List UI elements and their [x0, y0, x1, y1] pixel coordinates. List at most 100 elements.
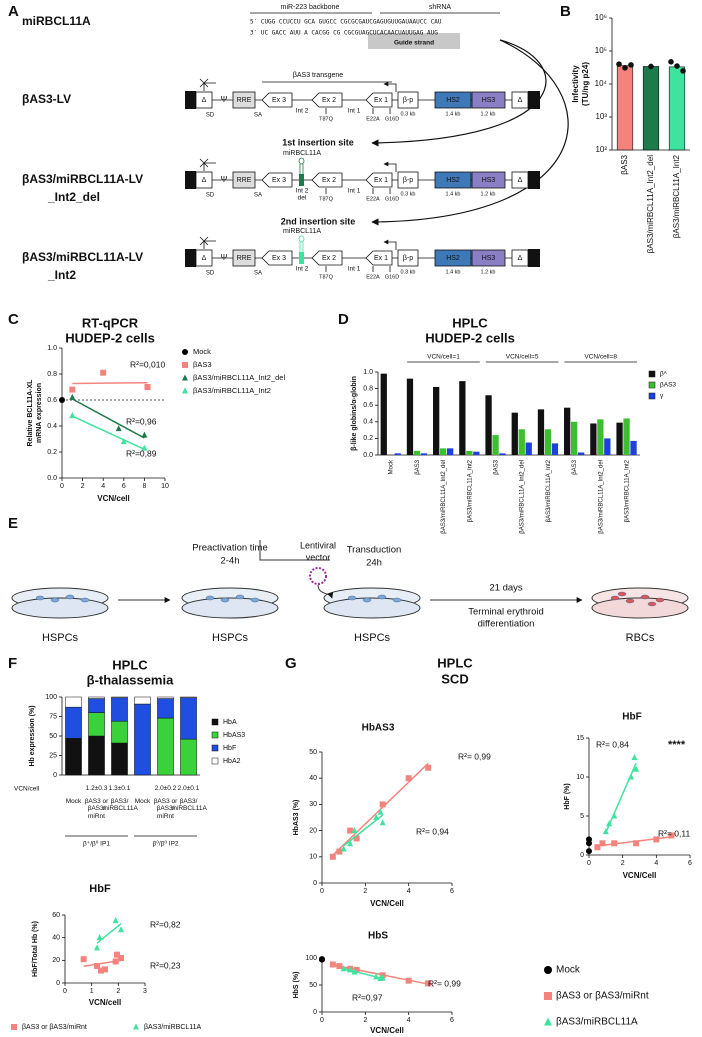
data-point [69, 393, 76, 400]
chart-title: HPLC [452, 315, 488, 330]
promoter [383, 81, 397, 92]
exon-label: Ex 2 [322, 177, 336, 184]
hairpin-loop [298, 157, 305, 165]
x-tick-label: 0 [320, 888, 324, 895]
bar [413, 450, 421, 455]
exon [311, 250, 343, 266]
exon-label: Ex 3 [272, 177, 286, 184]
group-label: β⁺/β⁰ IP1 [83, 840, 110, 848]
mutation: E22A [366, 116, 380, 122]
mutation: E22A [366, 196, 380, 202]
y-tick-label: 0.8 [47, 371, 57, 378]
panel-letter: D [338, 311, 349, 328]
data-point [373, 973, 380, 980]
data-point [668, 59, 674, 65]
legend-label: Mock [556, 965, 581, 976]
chart-subtitle: HUDEP-2 cells [425, 330, 515, 345]
data-point [329, 961, 336, 968]
y-tick-label: 0.6 [363, 402, 373, 409]
element [434, 171, 472, 189]
annotation: miR-223 backbone [281, 4, 340, 11]
site: SA [254, 113, 262, 119]
step-label: Terminal erythroid [468, 607, 544, 618]
bar-segment [88, 696, 105, 699]
data-point [648, 63, 654, 70]
data-point [100, 369, 107, 376]
y-tick-label: 10⁴ [595, 79, 608, 88]
bar [590, 423, 597, 455]
line [199, 236, 209, 246]
y-tick-label: 0 [313, 1009, 317, 1016]
element [232, 249, 256, 267]
legend-marker [182, 349, 188, 355]
mir-insert [299, 174, 304, 186]
bar-segment [88, 698, 105, 713]
x-tick-label: 4 [407, 1017, 411, 1024]
x-tick-label: βAS3 [415, 459, 421, 474]
data-point [112, 917, 119, 924]
x-tick-label: βAS3 [493, 459, 499, 474]
data-point [611, 840, 618, 847]
bar-segment [134, 696, 151, 705]
y-tick-label: 25 [49, 752, 57, 759]
r2-label: R²= 0,94 [416, 826, 449, 836]
vcn-label: VCN/cell [14, 786, 40, 793]
data-point [351, 827, 358, 834]
data-point [319, 956, 325, 963]
data-point [353, 966, 360, 973]
data-point [115, 425, 122, 432]
data-point [405, 977, 412, 984]
exon-label: Ex 3 [272, 97, 286, 104]
legend-swatch [211, 731, 219, 739]
ltr [185, 91, 196, 109]
y-tick-label: 75 [49, 713, 57, 720]
size: 1.2 kb [481, 191, 496, 197]
y-axis-title: Relative BCL11A-XL [27, 379, 34, 447]
bar-segment [180, 738, 197, 776]
exon [261, 250, 293, 266]
data-point [425, 980, 432, 987]
workflow [11, 540, 689, 619]
trendline [72, 381, 148, 385]
data-point [69, 386, 76, 393]
data-point [622, 64, 628, 71]
bar-segment [157, 717, 174, 776]
data-point [118, 926, 124, 933]
promoter [383, 239, 397, 250]
mutation: G16D [385, 196, 399, 202]
x-tick-label: 0 [587, 860, 591, 867]
exon-label: Ex 1 [374, 255, 388, 262]
element [397, 171, 419, 189]
y-axis-title: HbF/Total Hb (%) [32, 921, 39, 977]
element-label: HS3 [482, 97, 496, 104]
y-tick-label: 60 [52, 912, 60, 919]
exon [365, 172, 393, 188]
chart-title: HbF [89, 883, 111, 895]
y-tick-label: 10³ [595, 112, 607, 121]
element-label: HS2 [446, 97, 460, 104]
data-point [80, 956, 87, 963]
bar [518, 429, 525, 455]
legend-label: βᴬ [660, 370, 667, 378]
site: SD [206, 193, 215, 199]
data-point [102, 966, 108, 973]
r2-label: R²=0,89 [126, 448, 157, 458]
r2-label: R²=0,82 [150, 919, 181, 929]
sequence: 3′ UC GACC AUU A CACGG CG CGCGUAGCUCACAA… [250, 30, 438, 37]
legend-label: HbF [223, 745, 236, 752]
ltr [185, 249, 196, 267]
element-label: Δ [202, 255, 207, 262]
y-axis-title: β-like globins/α-globin [351, 376, 358, 451]
element [471, 91, 506, 109]
legend-swatch [648, 381, 656, 389]
bar [466, 450, 473, 455]
line [199, 78, 209, 88]
x-tick-label: βAS3/miRBCL11A_Int2 [672, 154, 681, 238]
size: 1.4 kb [446, 269, 461, 275]
data-point [680, 68, 686, 74]
y-tick-label: 50 [49, 733, 57, 740]
insertion-label: 1st insertion site [282, 137, 354, 147]
data-point [674, 63, 680, 69]
mutation: G16D [385, 274, 399, 280]
data-point [602, 828, 609, 835]
